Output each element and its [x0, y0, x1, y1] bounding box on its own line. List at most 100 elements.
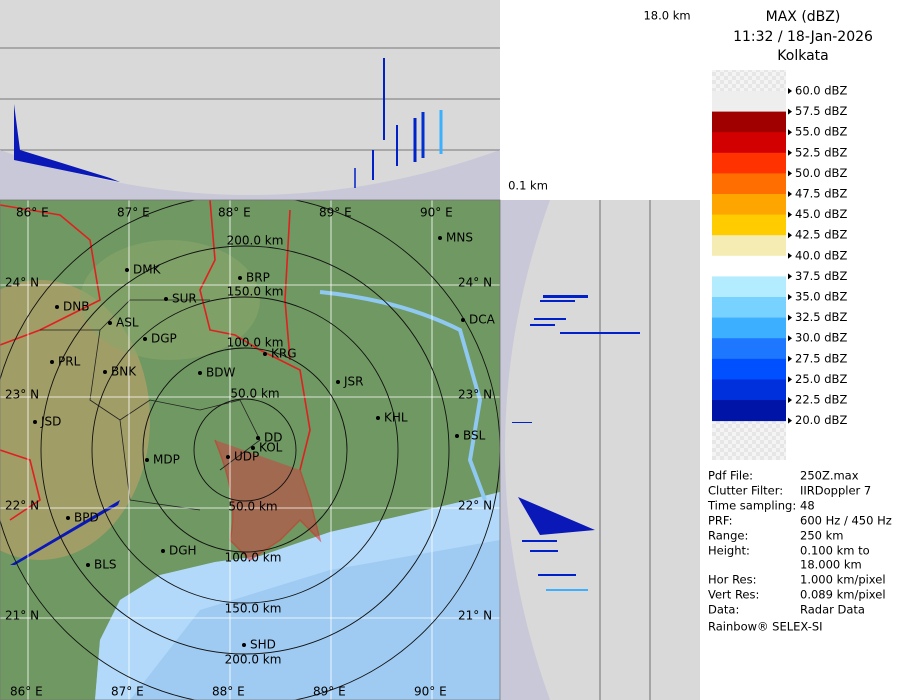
title: MAX (dBZ) — [766, 9, 841, 25]
city-label: JSD — [40, 415, 61, 429]
legend-label: 45.0 dBZ — [795, 207, 847, 221]
info-label: Hor Res: — [708, 573, 756, 587]
info-label: Pdf File: — [708, 469, 753, 483]
legend-label: 42.5 dBZ — [795, 228, 847, 242]
lon-label: 88° E — [212, 685, 245, 699]
info-panel: Pdf File: 250Z.max Clutter Filter: IIRDoppl… — [707, 469, 892, 617]
city-label: KRG — [271, 347, 297, 361]
legend-swatch — [712, 111, 786, 133]
city-label: KHL — [384, 411, 408, 425]
city-dot — [108, 321, 112, 325]
legend-label: 37.5 dBZ — [795, 269, 847, 283]
range-label: 200.0 km — [227, 234, 284, 248]
side-panel — [500, 200, 700, 700]
lon-label: 86° E — [10, 685, 43, 699]
city-label: KOL — [259, 441, 283, 455]
legend-label: 22.5 dBZ — [795, 393, 847, 407]
city-label: MNS — [446, 231, 473, 245]
city-dot — [251, 446, 255, 450]
legend-swatch — [712, 214, 786, 236]
lon-label: 89° E — [319, 206, 352, 220]
legend-label: 30.0 dBZ — [795, 331, 847, 345]
legend-label: 50.0 dBZ — [795, 166, 847, 180]
city-dot — [376, 416, 380, 420]
map: MNS BRP DMK SUR DNB ASL DGP DCA KRG PRL BNK BDW JSR K… — [0, 200, 500, 700]
legend: 60.0 dBZ 57.5 dBZ 55.0 dBZ 52.5 dBZ 50.0 dBZ… — [712, 84, 847, 427]
lon-label: 87° E — [117, 206, 150, 220]
lat-label: 22° N — [458, 499, 492, 513]
city-label: DD — [264, 431, 282, 445]
legend-swatch — [712, 297, 786, 319]
city-label: DMK — [133, 263, 162, 277]
info-label: Range: — [708, 529, 748, 543]
legend-swatch — [712, 152, 786, 174]
range-ring — [193, 398, 297, 502]
legend-label: 52.5 dBZ — [795, 145, 847, 159]
legend-label: 60.0 dBZ — [795, 84, 847, 98]
legend-tick — [788, 88, 792, 94]
range-label: 150.0 km — [225, 602, 282, 616]
legend-swatch — [712, 255, 786, 277]
range-label: 100.0 km — [225, 551, 282, 565]
site: Kolkata — [777, 48, 828, 64]
legend-tick — [788, 252, 792, 259]
city-label: BNK — [111, 365, 137, 379]
city-dot — [143, 337, 147, 341]
range-label: 150.0 km — [227, 285, 284, 299]
city-dot — [438, 236, 442, 240]
info-value: 0.100 km to — [800, 544, 870, 558]
info-label: Data: — [708, 603, 739, 617]
legend-tick — [788, 397, 792, 403]
range-ring — [40, 245, 450, 655]
legend-swatch — [712, 338, 786, 360]
city-dot — [461, 318, 465, 322]
range-ring — [91, 296, 399, 604]
legend-swatch — [712, 194, 786, 216]
legend-tick — [788, 355, 792, 362]
lon-label: 90° E — [420, 206, 453, 220]
city-label: BSL — [463, 429, 486, 443]
min-height: 0.1 km — [508, 179, 548, 193]
city-dot — [238, 276, 242, 280]
range-label: 50.0 km — [230, 387, 279, 401]
city-label: SUR — [172, 292, 197, 306]
city-dot — [256, 436, 260, 440]
lon-label: 86° E — [16, 206, 49, 220]
legend-tick — [788, 376, 792, 383]
city-label: ASL — [116, 316, 139, 330]
range-ring — [142, 347, 348, 553]
info-value: 48 — [800, 499, 815, 513]
info-value: 18.000 km — [800, 558, 862, 572]
range-label: 200.0 km — [225, 653, 282, 667]
info-value: IIRDoppler 7 — [800, 484, 871, 498]
city-dot — [336, 380, 340, 384]
legend-swatch — [712, 379, 786, 401]
city-dot — [33, 420, 37, 424]
lat-label: 21° N — [5, 609, 39, 623]
info-value: 1.000 km/pixel — [800, 573, 886, 587]
city-dot — [50, 360, 54, 364]
city-dot — [226, 455, 230, 459]
legend-tick — [788, 129, 792, 136]
city-label: UDP — [234, 450, 259, 464]
legend-label: 35.0 dBZ — [795, 290, 847, 304]
city-dot — [161, 549, 165, 553]
legend-swatch — [712, 132, 786, 154]
legend-tick — [788, 232, 792, 239]
legend-tick — [788, 417, 792, 424]
city-label: PRL — [58, 355, 81, 369]
city-dot — [242, 643, 246, 647]
info-value: 600 Hz / 450 Hz — [800, 514, 892, 528]
lat-label: 23° N — [458, 388, 492, 402]
info-label: PRF: — [708, 514, 733, 528]
legend-swatch — [712, 173, 786, 195]
city-label: DGH — [169, 544, 197, 558]
city-label: BDW — [206, 366, 235, 380]
legend-tick — [788, 314, 792, 321]
legend-tick — [788, 294, 792, 300]
legend-label: 47.5 dBZ — [795, 187, 847, 201]
legend-tick — [788, 335, 792, 342]
legend-swatch — [712, 400, 786, 422]
city-dot — [263, 352, 267, 356]
legend-swatch — [712, 235, 786, 257]
